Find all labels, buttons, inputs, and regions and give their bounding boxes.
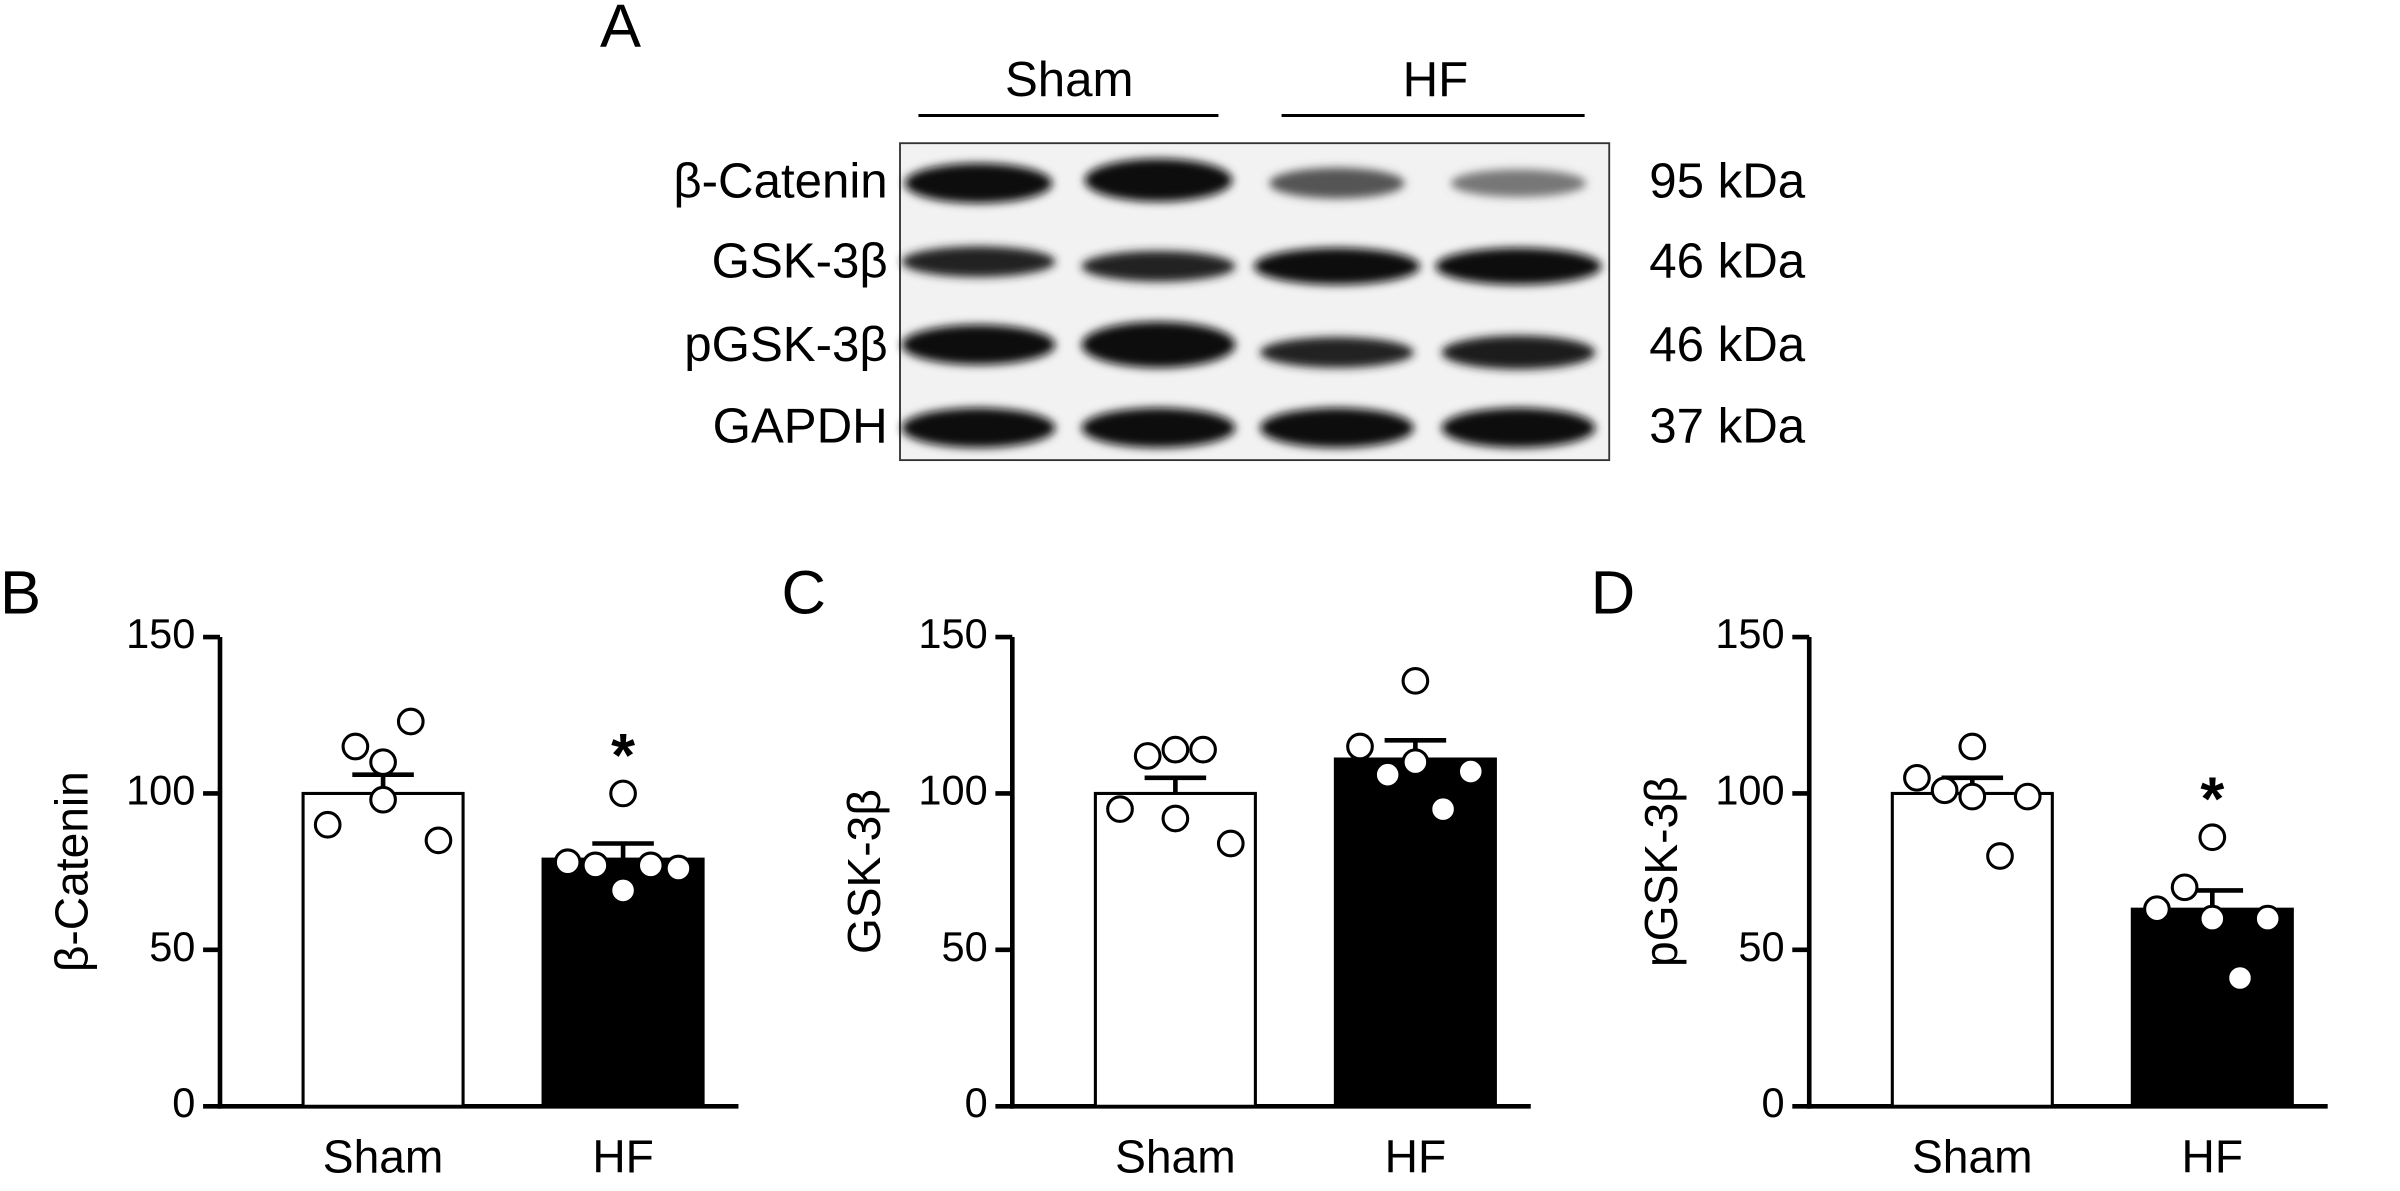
y-tick-label: 0 <box>965 1079 988 1126</box>
protein-label: GAPDH <box>713 398 888 453</box>
data-point <box>1346 732 1374 761</box>
bar <box>1890 791 2054 1108</box>
western-blot: A Sham HF β-Catenin GSK-3β pGSK-3β GAPDH… <box>600 0 1806 462</box>
y-tick-label: 50 <box>149 923 195 970</box>
y-tick-label: 100 <box>126 766 195 813</box>
x-tick-label: Sham <box>323 1130 444 1182</box>
y-tick-label: 150 <box>126 610 195 657</box>
data-point <box>1133 742 1162 770</box>
data-point <box>2253 904 2282 933</box>
bar <box>1333 757 1497 1108</box>
y-tick-label: 100 <box>918 766 987 813</box>
data-point <box>1401 666 1430 695</box>
protein-label: GSK-3β <box>712 234 888 289</box>
size-label: 46 kDa <box>1649 234 1806 289</box>
data-point <box>1456 757 1485 786</box>
y-axis-label: pGSK-3β <box>1635 776 1687 967</box>
data-point <box>424 826 453 855</box>
data-point <box>369 748 397 777</box>
panel-label: D <box>1591 558 1635 627</box>
y-tick-label: 100 <box>1715 766 1784 813</box>
significance-mark: * <box>611 721 635 790</box>
y-tick-label: 50 <box>942 923 988 970</box>
data-point <box>1986 842 2014 870</box>
x-tick-label: Sham <box>1115 1130 1236 1182</box>
data-point <box>2226 964 2254 992</box>
data-point <box>1216 829 1245 858</box>
data-point <box>1958 732 1987 761</box>
y-tick-label: 0 <box>1762 1079 1785 1126</box>
y-tick-label: 0 <box>172 1079 195 1126</box>
group-label: HF <box>1403 52 1469 107</box>
bar <box>2130 907 2294 1108</box>
panel-label: A <box>600 0 641 61</box>
y-tick-label: 50 <box>1738 923 1784 970</box>
y-tick-label: 150 <box>918 610 987 657</box>
size-label: 37 kDa <box>1649 398 1806 453</box>
x-tick-label: HF <box>2182 1130 2244 1182</box>
data-point <box>2143 895 2171 924</box>
protein-label: pGSK-3β <box>684 317 887 372</box>
data-point <box>396 707 425 736</box>
data-point <box>1930 776 1959 805</box>
data-point <box>1106 795 1134 823</box>
protein-label: β-Catenin <box>673 154 887 209</box>
data-point <box>1189 735 1217 764</box>
data-point <box>664 854 693 883</box>
x-tick-label: HF <box>1385 1130 1447 1182</box>
size-label: 46 kDa <box>1649 317 1806 372</box>
significance-mark: * <box>2200 765 2224 834</box>
y-axis-label: GSK-3β <box>838 789 890 954</box>
data-point <box>1161 804 1190 833</box>
data-point <box>609 876 637 905</box>
data-point <box>581 851 610 880</box>
data-point <box>1958 782 1987 811</box>
y-tick-label: 150 <box>1715 610 1784 657</box>
error-bar <box>1144 775 1207 794</box>
data-point <box>609 779 637 808</box>
data-point <box>1401 748 1430 777</box>
data-point <box>1903 763 1931 792</box>
data-point <box>1429 795 1457 823</box>
data-point <box>2013 782 2042 811</box>
x-tick-label: Sham <box>1912 1130 2033 1182</box>
data-point <box>369 785 397 814</box>
panel-label: B <box>0 558 41 627</box>
size-label: 95 kDa <box>1649 154 1806 209</box>
group-label: Sham <box>1005 52 1134 107</box>
data-point <box>636 851 665 880</box>
data-point <box>2198 904 2227 933</box>
panel-label: C <box>782 558 826 627</box>
data-point <box>2198 823 2227 852</box>
data-point <box>341 732 370 761</box>
data-point <box>553 848 582 877</box>
error-bar <box>592 841 654 860</box>
x-tick-label: HF <box>592 1130 654 1182</box>
y-axis-label: β-Catenin <box>46 771 98 972</box>
data-point <box>1161 735 1190 764</box>
data-point <box>313 810 342 839</box>
data-point <box>1373 760 1402 789</box>
blot-bands <box>901 158 1602 448</box>
data-point <box>2170 873 2199 902</box>
